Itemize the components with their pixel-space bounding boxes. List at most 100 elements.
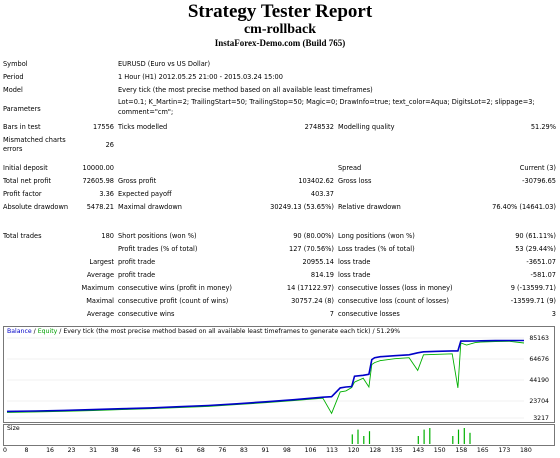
y-tick-label: 44190 [529,377,549,384]
y-tick-label: 3217 [533,415,549,422]
rel-drawdown-value: 76.40% (14641.03) [492,203,556,211]
rel-drawdown-label: Relative drawdown [338,203,401,211]
mismatch-label-2: errors [3,145,23,153]
y-tick-label: 85163 [529,335,549,342]
balance-chart-plot [6,337,525,419]
equity-line [6,340,525,415]
largest-label: Largest [89,258,114,266]
largest-loss-label: loss trade [338,258,371,266]
x-tick-label: 53 [153,447,162,454]
x-tick-label: 173 [498,447,511,454]
spread-value: Current (3) [519,164,556,172]
profit-factor-label: Profit factor [3,190,42,198]
size-bar [457,429,460,444]
size-label: Size [7,425,20,432]
maximal-consec-loss-value: -13599.71 (9) [510,297,556,305]
bars-label: Bars in test [3,123,41,131]
x-tick-label: 113 [326,447,338,454]
x-tick-label: 31 [89,447,98,454]
short-positions-value: 90 (80.00%) [293,232,334,240]
ticks-value: 2748532 [304,123,334,131]
max-drawdown-value: 30249.13 (53.65%) [270,203,334,211]
abs-drawdown-label: Absolute drawdown [3,203,69,211]
x-tick-label: 128 [369,447,381,454]
x-tick-label: 0 [3,447,7,454]
balance-line [6,339,524,413]
report-header: Strategy Tester Report cm-rollback Insta… [0,0,560,49]
size-bar [463,428,465,444]
short-positions-label: Short positions (won %) [118,232,197,240]
size-chart: Size [3,424,555,446]
loss-trades-label: Loss trades (% of total) [338,245,415,253]
legend-sep: / [31,328,38,335]
size-bar [368,431,371,444]
size-bar [429,428,431,444]
x-tick-label: 150 [433,447,446,454]
x-tick-label: 98 [283,447,291,454]
x-tick-label: 76 [218,447,227,454]
chart-legend: Balance / Equity / Every tick (the most … [7,328,400,335]
gross-profit-label: Gross profit [118,177,157,185]
x-tick-label: 91 [261,447,270,454]
average-label: Average [86,271,114,279]
average-profit-value: 814.19 [310,271,334,279]
x-tick-label: 158 [455,447,468,454]
legend-equity: Equity [37,328,58,335]
maximal-consec-loss-label: consecutive loss (count of losses) [338,297,449,305]
parameters-value-2: comment="cm"; [118,108,174,116]
expected-payoff-value: 403.37 [310,190,334,198]
x-tick-label: 143 [412,447,425,454]
profit-trades-value: 127 (70.56%) [289,245,334,253]
x-tick-label: 8 [24,447,29,454]
maximal-consec-profit-label: consecutive profit (count of wins) [118,297,229,305]
quality-value: 51.29% [530,123,556,131]
long-positions-label: Long positions (won %) [338,232,415,240]
max-consec-losses-label: consecutive losses (loss in money) [338,284,453,292]
x-tick-label: 68 [196,447,205,454]
x-tick-label: 16 [46,447,54,454]
mismatch-label: Mismatched charts [3,136,66,144]
avg-consec-wins-label: consecutive wins [118,310,175,318]
net-profit-value: 72605.98 [82,177,114,185]
deposit-value: 10000.00 [82,164,114,172]
profit-factor-value: 3.36 [99,190,114,198]
gross-loss-value: -30796.65 [522,177,556,185]
period-value: 1 Hour (H1) 2012.05.25 21:00 - 2015.03.2… [118,73,283,81]
size-bar [417,436,419,444]
y-tick-label: 23704 [529,398,549,405]
y-tick-label: 64676 [529,356,549,363]
avg-consec-losses-value: 3 [551,310,556,318]
parameters-value: Lot=0.1; K_Martin=2; TrailingStart=50; T… [118,98,535,106]
gross-profit-value: 103402.62 [298,177,334,185]
model-label: Model [3,86,23,94]
x-tick-label: 120 [347,447,360,454]
max-consec-wins-label: consecutive wins (profit in money) [118,284,233,292]
parameters-label: Parameters [3,105,41,113]
balance-chart: Balance / Equity / Every tick (the most … [3,326,555,423]
abs-drawdown-value: 5478.21 [86,203,114,211]
ticks-label: Ticks modelled [118,123,168,131]
legend-desc: / Every tick (the most precise method ba… [57,328,401,335]
largest-profit-value: 20955.14 [302,258,334,266]
x-tick-label: 135 [390,447,403,454]
x-tick-label: 46 [132,447,141,454]
max-consec-wins-value: 14 (17122.97) [286,284,334,292]
expert-name: cm-rollback [243,22,317,37]
x-tick-label: 38 [110,447,119,454]
expected-payoff-label: Expected payoff [118,190,172,198]
quality-label: Modelling quality [338,123,395,131]
maximal-consec-profit-value: 30757.24 (8) [291,297,334,305]
loss-trades-value: 53 (29.44%) [515,245,556,253]
x-tick-label: 83 [240,447,248,454]
total-trades-label: Total trades [3,232,42,240]
x-tick-label: 23 [67,447,76,454]
size-bar [363,436,365,444]
average-profit-label: profit trade [118,271,156,279]
average-loss-label: loss trade [338,271,371,279]
x-tick-label: 106 [304,447,317,454]
maximum-label: Maximum [81,284,115,292]
spread-label: Spread [338,164,362,172]
size-bar [357,429,359,444]
legend-balance: Balance [7,328,32,335]
gross-loss-label: Gross loss [338,177,372,185]
